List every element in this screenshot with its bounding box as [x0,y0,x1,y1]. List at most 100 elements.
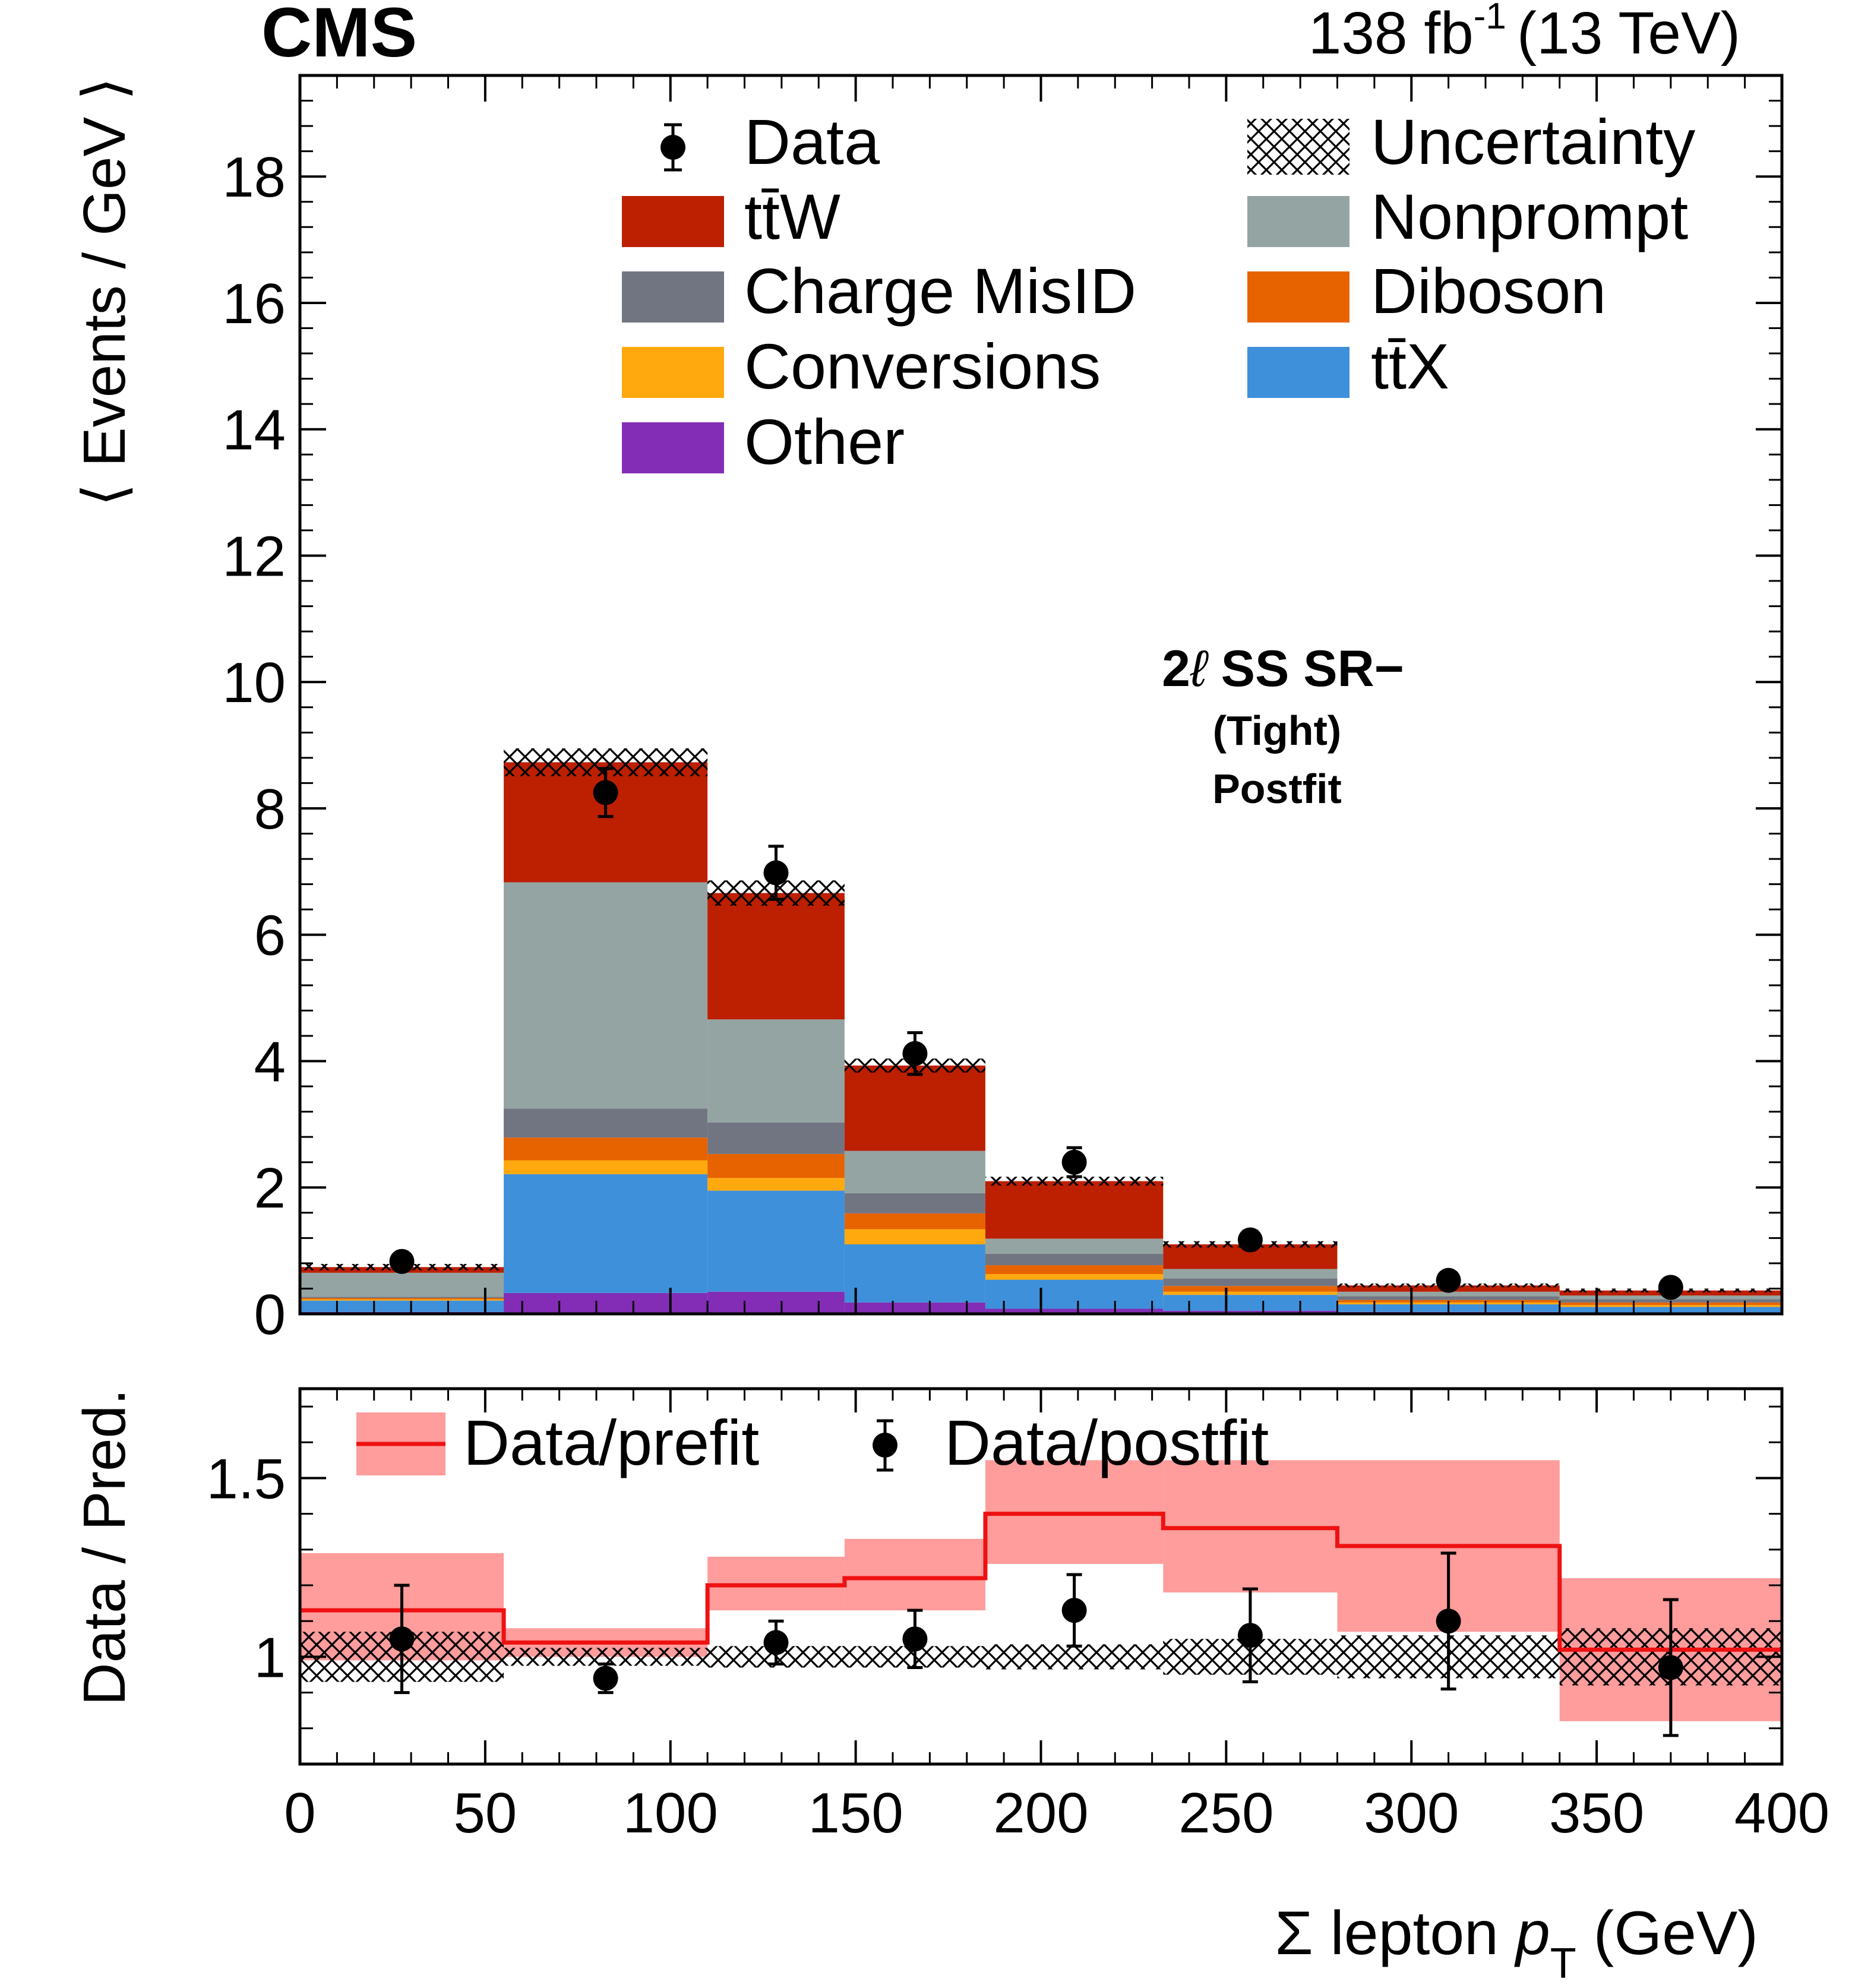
lumi-exponent: -1 [1474,0,1506,37]
postfit-marker-0 [389,1626,415,1652]
bar-nonprompt-bin-6 [1337,1291,1560,1297]
main-legend: Data tt̄W Charge MisID Conversions Other… [622,106,1695,478]
main-y-tick-label-9: 18 [222,146,286,209]
postfit-marker-4 [1061,1598,1087,1623]
data-points [389,767,1683,1300]
legend-entry-diboson: Diboson [1247,255,1606,327]
data-marker-6 [1436,1268,1461,1293]
bar-conversions-bin-3 [844,1229,985,1244]
postfit-point-bin-6 [1436,1551,1461,1691]
bar-charge-misid-bin-3 [844,1193,985,1213]
bar-ttw-bin-3 [844,1065,985,1151]
ratio-y-axis-title: Data / Pred. [71,1389,138,1706]
x-tick-labels: 0 50 100 150 200 250 300 350 400 [284,1781,1829,1845]
region-selection: (Tight) [1213,707,1341,754]
bar-other-bin-4 [985,1309,1164,1314]
lumi-value: 138 fb [1309,0,1474,67]
bar-nonprompt-bin-0 [300,1272,504,1297]
bar-other-bin-1 [504,1292,708,1314]
data-marker-2 [763,860,789,886]
bar-charge-misid-bin-4 [985,1253,1164,1266]
postfit-points [389,1551,1683,1737]
bar-ttx-bin-2 [707,1190,845,1292]
bar-diboson-bin-3 [844,1213,985,1230]
postfit-marker-1 [593,1665,618,1691]
x-tick-label-7: 350 [1549,1781,1644,1845]
postfit-marker-7 [1658,1655,1683,1680]
region-label: 2ℓ SS SR− [1162,640,1404,697]
bar-charge-misid-bin-5 [1163,1278,1338,1287]
postfit-point-bin-4 [1061,1573,1087,1648]
bar-nonprompt-bin-4 [985,1238,1164,1254]
bar-charge-misid-bin-1 [504,1108,708,1138]
legend-entry-charge-misid: Charge MisID [622,255,1136,327]
bar-nonprompt-bin-2 [707,1019,845,1123]
x-axis-title: Σ lepton pT (GeV) [1275,1899,1758,1987]
svg-text:Data/postfit: Data/postfit [944,1407,1269,1478]
ratio-uncertainty-bin-4 [985,1644,1164,1670]
postfit-point-bin-3 [902,1608,928,1669]
legend-entry-nonprompt: Nonprompt [1247,181,1688,252]
x-tick-label-0: 0 [284,1781,315,1845]
legend-entry-other: Other [622,406,905,478]
bar-diboson-bin-1 [504,1137,708,1161]
x-tick-label-3: 150 [808,1781,903,1845]
bar-charge-misid-bin-0 [300,1297,504,1298]
data-point-bin-0 [389,1249,415,1274]
data-point-bin-1 [593,767,618,818]
data-point-bin-5 [1237,1227,1263,1253]
data-point-bin-6 [1436,1268,1461,1293]
main-y-tick-label-7: 14 [222,399,286,462]
postfit-point-bin-5 [1237,1587,1263,1684]
bar-ttw-bin-4 [985,1181,1164,1239]
experiment-label: CMS [261,0,417,72]
prefit-band-bin-3 [844,1538,985,1611]
postfit-marker-3 [902,1626,928,1652]
bar-conversions-bin-4 [985,1273,1164,1280]
bar-conversions-bin-1 [504,1160,708,1174]
stacked-histogram [300,762,1782,1314]
data-point-bin-7 [1658,1275,1683,1300]
bar-nonprompt-bin-1 [504,882,708,1109]
x-tick-label-2: 100 [623,1781,718,1845]
postfit-point-bin-7 [1658,1598,1683,1737]
bar-ttx-bin-3 [844,1244,985,1303]
bar-charge-misid-bin-2 [707,1122,845,1154]
bar-ttx-bin-1 [504,1174,708,1293]
bar-ttx-bin-0 [300,1300,504,1312]
bar-ttw-bin-2 [707,893,845,1020]
postfit-marker-5 [1237,1623,1263,1648]
data-marker-3 [902,1041,928,1066]
lumi-label: 138 fb-1 (13 TeV) [1309,0,1740,67]
bar-nonprompt-bin-3 [844,1151,985,1193]
svg-text:Data/prefit: Data/prefit [463,1407,759,1478]
main-y-tick-label-8: 16 [222,272,286,336]
bar-diboson-bin-5 [1163,1286,1338,1292]
data-marker-1 [593,780,618,805]
fit-state: Postfit [1212,766,1342,812]
legend-entry-data-prefit: Data/prefit [356,1407,759,1478]
legend-entry-ttw: tt̄W [622,181,840,252]
data-marker-5 [1237,1227,1263,1253]
postfit-point-bin-2 [763,1619,789,1665]
bar-ttx-bin-5 [1163,1295,1338,1311]
main-y-axis-title: ⟨ Events / GeV ⟩ [71,77,138,507]
bar-diboson-bin-2 [707,1153,845,1178]
svg-text:Data: Data [744,106,880,178]
prefit-step-line [300,1512,1782,1652]
svg-text:Charge MisID: Charge MisID [744,255,1136,327]
ratio-y-tick-label-1: 1.5 [207,1447,286,1510]
bar-ttx-bin-4 [985,1279,1164,1309]
bar-other-bin-3 [844,1302,985,1314]
x-tick-label-8: 400 [1734,1781,1829,1845]
x-tick-label-6: 300 [1364,1781,1459,1845]
main-y-tick-label-4: 8 [254,777,286,841]
bar-other-bin-5 [1163,1310,1338,1314]
postfit-marker-6 [1436,1608,1461,1634]
bar-nonprompt-bin-5 [1163,1269,1338,1279]
postfit-point-bin-0 [389,1584,415,1695]
data-marker-4 [1061,1149,1087,1175]
ratio-y-tick-label-0: 1 [254,1626,286,1689]
lumi-energy: (13 TeV) [1517,0,1740,67]
